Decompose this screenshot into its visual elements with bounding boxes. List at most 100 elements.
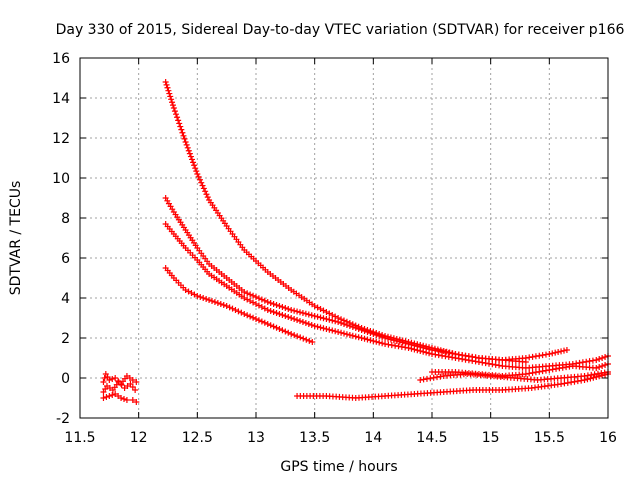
data-point-fill	[561, 347, 567, 354]
data-point-fill	[349, 324, 356, 330]
data-point-fill	[181, 135, 188, 142]
series-cluster-c	[100, 391, 140, 405]
data-point-fill	[250, 292, 257, 299]
data-point-fill	[317, 314, 324, 321]
data-point-fill	[255, 317, 262, 324]
data-point-fill	[285, 329, 292, 336]
data-point-fill	[306, 337, 313, 344]
data-point-fill	[273, 310, 280, 316]
data-point-fill	[177, 123, 184, 130]
data-point	[593, 357, 600, 363]
x-tick-label: 16	[599, 430, 617, 446]
data-point-fill	[323, 316, 330, 322]
data-point-fill	[180, 132, 187, 139]
data-point-fill	[317, 324, 324, 331]
y-tick-label: 16	[52, 51, 70, 67]
data-point-fill	[303, 336, 310, 343]
data-point	[162, 79, 169, 85]
data-point-fill	[370, 331, 377, 337]
data-point-fill	[267, 308, 274, 314]
data-point-fill	[163, 81, 170, 88]
series-track-2	[162, 195, 570, 363]
data-points	[100, 79, 611, 405]
data-point-fill	[346, 323, 353, 329]
data-point-fill	[599, 363, 606, 369]
data-point-fill	[411, 346, 418, 353]
data-point-fill	[189, 156, 195, 163]
data-point-fill	[341, 321, 347, 327]
data-point-fill	[373, 332, 380, 338]
data-point	[288, 307, 295, 313]
x-tick-label: 14.5	[416, 430, 447, 446]
data-point-fill	[109, 392, 116, 398]
data-point-fill	[329, 327, 336, 334]
data-point-fill	[302, 320, 309, 326]
data-point-fill	[379, 334, 386, 340]
data-point	[194, 171, 201, 177]
data-point-fill	[174, 114, 181, 121]
data-point-fill	[361, 328, 368, 334]
data-point-fill	[587, 375, 594, 382]
data-point-fill	[558, 348, 565, 355]
data-point-fill	[200, 185, 207, 192]
x-tick-label: 12.5	[182, 430, 213, 446]
y-tick-label: 0	[61, 371, 70, 387]
data-point-fill	[387, 336, 394, 343]
data-point-fill	[229, 305, 236, 312]
data-point-fill	[393, 338, 400, 344]
data-point-fill	[297, 318, 303, 324]
data-point-fill	[379, 340, 386, 347]
data-point-fill	[291, 316, 298, 322]
data-point-fill	[285, 306, 292, 312]
series-track-3	[162, 221, 611, 371]
data-point-fill	[214, 300, 221, 306]
data-point-fill	[367, 330, 374, 336]
data-point	[309, 339, 316, 345]
data-point-fill	[261, 319, 268, 326]
y-tick-label: -2	[56, 411, 70, 427]
data-point-fill	[226, 304, 233, 311]
data-point-fill	[103, 394, 110, 400]
data-point	[112, 375, 119, 381]
data-point-fill	[420, 348, 427, 355]
data-point-fill	[323, 326, 330, 332]
data-point-fill	[253, 294, 259, 300]
data-point-fill	[169, 102, 176, 109]
data-point-fill	[297, 309, 303, 316]
data-point	[335, 329, 342, 335]
data-point-fill	[101, 375, 108, 381]
data-point-fill	[338, 329, 345, 336]
data-point-fill	[183, 141, 190, 148]
data-point-fill	[602, 362, 609, 368]
data-point-fill	[399, 339, 406, 346]
data-point	[118, 395, 125, 401]
data-point-fill	[279, 312, 286, 318]
data-point-fill	[276, 326, 283, 332]
data-point-fill	[247, 313, 254, 320]
data-point-fill	[305, 321, 312, 327]
data-point-fill	[195, 173, 202, 180]
data-point-fill	[250, 314, 257, 321]
series-cluster-b	[100, 379, 139, 395]
data-point-fill	[185, 147, 192, 154]
data-point	[563, 347, 570, 353]
data-point-fill	[352, 325, 359, 331]
data-point-fill	[329, 317, 336, 324]
data-point-fill	[276, 303, 283, 309]
data-point-fill	[346, 332, 353, 338]
data-point	[132, 387, 139, 393]
data-point	[106, 393, 113, 399]
data-point-fill	[203, 191, 210, 198]
data-point-fill	[364, 336, 371, 343]
data-point-fill	[204, 194, 211, 201]
data-point-fill	[291, 332, 298, 339]
data-point-fill	[282, 313, 289, 319]
data-point-fill	[294, 317, 301, 323]
data-point-fill	[244, 312, 251, 319]
data-point-fill	[270, 323, 277, 330]
data-point	[100, 379, 107, 385]
data-point	[100, 395, 107, 401]
data-point-fill	[308, 322, 315, 328]
x-tick-label: 12	[130, 430, 148, 446]
data-point-fill	[385, 335, 391, 342]
